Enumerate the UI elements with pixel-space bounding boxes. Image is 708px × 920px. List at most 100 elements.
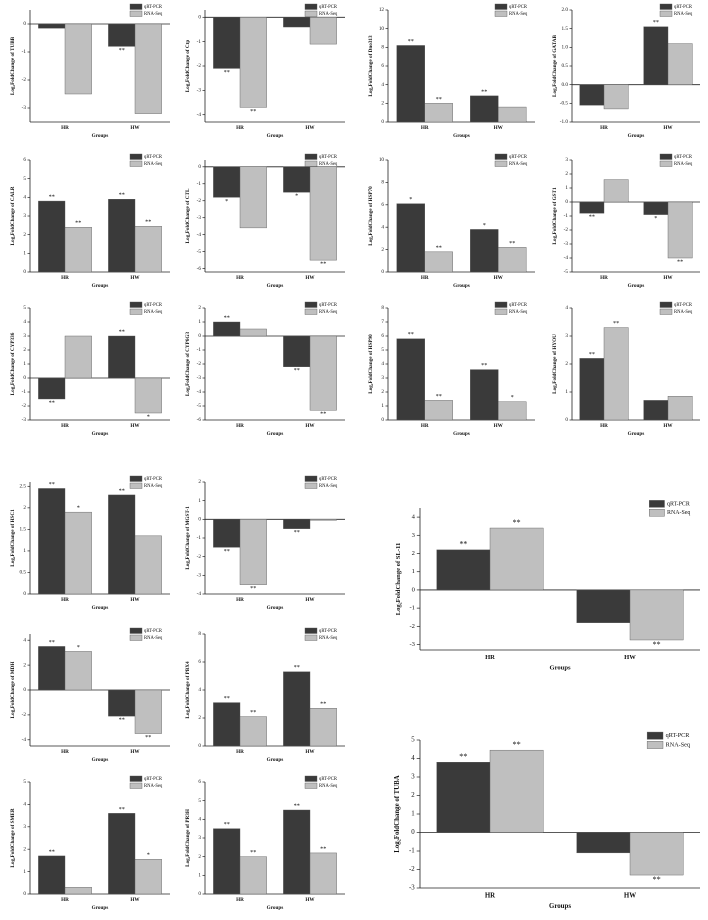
y-tick-label: 4 — [23, 319, 26, 325]
y-tick-label: 0.5 — [20, 570, 27, 576]
y-tick-label: -4 — [197, 232, 202, 238]
panel: 0 -1 -2 -3 Log₂FoldChange of TUBB HR HW ** Group… — [10, 3, 170, 139]
bar — [108, 23, 136, 47]
y-tick-label: 2 — [23, 662, 26, 668]
significance-label: ** — [294, 529, 300, 536]
y-tick-label: -3 — [409, 885, 415, 892]
significance-label: ** — [589, 351, 595, 358]
y-tick-label: -3 — [22, 105, 27, 111]
x-tick-label: HW — [130, 275, 140, 281]
legend-label: qRT-PCR — [674, 155, 693, 160]
panel: 2 1 0 -1 -2 -3 -4 -5 -6 Log₂FoldChange of CYP6G3 H… — [185, 301, 345, 437]
y-tick-label: -3 — [197, 88, 202, 94]
bar — [213, 519, 241, 548]
legend-swatch — [659, 308, 673, 315]
y-tick-label: -3 — [197, 573, 202, 579]
y-tick-label: 0 — [23, 375, 26, 381]
legend-swatch — [304, 634, 318, 641]
y-tick-label: 2 — [411, 792, 415, 799]
legend-label: qRT-PCR — [666, 732, 691, 739]
bar — [64, 226, 92, 273]
y-tick-label: -4 — [197, 389, 202, 395]
y-tick-label: 0.0 — [562, 82, 569, 88]
legend-swatch — [129, 782, 143, 789]
y-axis-label: Log₂FoldChange of PBX4 — [185, 661, 191, 719]
y-tick-label: 4 — [381, 361, 384, 367]
significance-label: ** — [145, 219, 151, 226]
legend-label: RNA-Seq — [144, 784, 163, 789]
y-tick-label: -1 — [409, 848, 415, 855]
legend-label: qRT-PCR — [144, 5, 163, 10]
y-axis-label: Log₂FoldChange of CALR — [10, 186, 16, 245]
significance-label: * — [511, 394, 514, 401]
significance-label: * — [77, 644, 80, 651]
y-tick-label: 1 — [23, 251, 26, 257]
y-tick-label: -2 — [409, 866, 415, 873]
significance-label: ** — [509, 240, 515, 247]
x-tick-label: HW — [494, 275, 504, 281]
y-axis-label: Log₂FoldChange of TUBB — [10, 36, 16, 95]
bar — [38, 646, 66, 691]
significance-label: ** — [613, 320, 619, 327]
y-tick-label: 2 — [198, 479, 201, 485]
y-tick-label: -4 — [22, 737, 27, 743]
y-axis-label: Log₂FoldChange of TUBA — [394, 775, 401, 852]
x-axis-label: Groups — [267, 605, 284, 611]
x-tick-label: HR — [421, 275, 429, 281]
y-tick-label: 10 — [379, 157, 385, 163]
x-tick-label: HW — [130, 423, 140, 429]
significance-label: ** — [589, 214, 595, 221]
y-tick-label: 1 — [565, 185, 568, 191]
legend-label: qRT-PCR — [144, 303, 163, 308]
x-tick-label: HW — [624, 893, 636, 900]
y-axis-label: Log₂FoldChange of MGST-1 — [185, 506, 191, 570]
x-axis-label: Groups — [453, 431, 470, 437]
bar — [108, 335, 136, 379]
y-tick-label: 4 — [412, 514, 416, 521]
x-axis-label: Groups — [628, 431, 645, 437]
significance-label: ** — [653, 640, 661, 649]
x-tick-label: HR — [61, 897, 69, 903]
y-tick-label: 2 — [565, 171, 568, 177]
y-axis-label: Log₂FoldChange of CYP6G3 — [185, 332, 191, 397]
y-axis-label: Log₂FoldChange of GST1 — [552, 187, 558, 245]
bar — [38, 855, 66, 895]
significance-label: * — [654, 215, 657, 222]
y-tick-label: 3 — [411, 774, 415, 781]
significance-label: ** — [408, 331, 414, 338]
y-tick-label: 1 — [381, 403, 384, 409]
significance-label: * — [225, 198, 228, 205]
bar — [134, 535, 162, 595]
y-tick-label: -1 — [564, 213, 569, 219]
y-tick-label: 0 — [198, 517, 201, 523]
y-tick-label: 2 — [381, 247, 384, 253]
significance-label: ** — [75, 220, 81, 227]
y-tick-label: 2 — [198, 305, 201, 311]
y-axis-label: Log₂FoldChange of HYOU — [552, 334, 558, 394]
panel: 2 1 0 -1 -2 -3 -4 Log₂FoldChange of MGST-1 HR ** *… — [185, 475, 345, 611]
y-tick-label: -1 — [197, 347, 202, 353]
x-tick-label: HR — [485, 893, 496, 900]
legend-label: RNA-Seq — [144, 162, 163, 167]
significance-label: ** — [49, 848, 55, 855]
y-tick-label: 1 — [23, 548, 26, 554]
legend-label: RNA-Seq — [319, 162, 338, 167]
y-tick-label: 5 — [23, 779, 26, 785]
y-tick-label: -5 — [197, 249, 202, 255]
x-tick-label: HW — [624, 654, 636, 661]
significance-label: ** — [436, 96, 442, 103]
bar — [283, 671, 311, 747]
x-axis-label: Groups — [549, 664, 571, 671]
x-axis-label: Groups — [453, 133, 470, 139]
x-tick-label: HR — [236, 423, 244, 429]
legend-label: RNA-Seq — [319, 12, 338, 17]
legend-swatch — [646, 741, 664, 749]
x-tick-label: HR — [236, 125, 244, 131]
y-tick-label: 0 — [198, 743, 201, 749]
y-tick-label: 8 — [381, 180, 384, 186]
y-tick-label: 0 — [23, 591, 26, 597]
significance-label: ** — [436, 244, 442, 251]
y-tick-label: -2 — [22, 403, 27, 409]
y-axis-label: Log₂FoldChange of CYP336 — [10, 332, 16, 395]
x-tick-label: HW — [305, 275, 315, 281]
